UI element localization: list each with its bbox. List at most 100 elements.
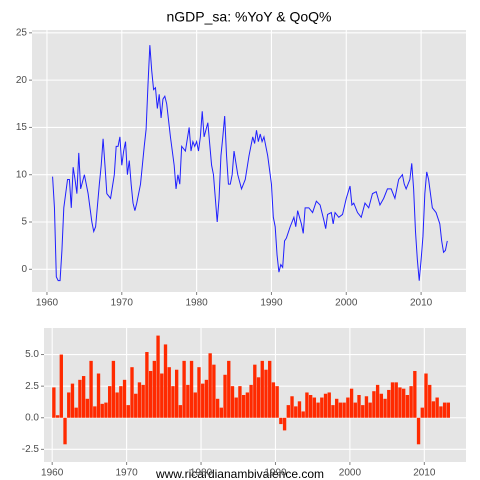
bar xyxy=(59,354,63,418)
bar xyxy=(316,402,320,418)
bar xyxy=(260,360,264,418)
bar xyxy=(405,395,410,418)
caption: www.ricardianambivalence.com xyxy=(155,467,324,480)
bar xyxy=(331,405,335,418)
bar xyxy=(141,384,145,418)
bar xyxy=(186,384,190,418)
bar xyxy=(379,393,384,418)
bar xyxy=(156,335,160,418)
bar xyxy=(312,397,317,418)
x-tick-label: 1970 xyxy=(115,468,138,479)
plot-background xyxy=(32,30,466,292)
bar xyxy=(301,411,305,418)
bar xyxy=(219,407,223,418)
bar xyxy=(115,392,119,418)
bar xyxy=(152,360,157,418)
bar xyxy=(215,398,220,418)
bar xyxy=(189,360,194,418)
bar xyxy=(439,406,443,418)
bar xyxy=(111,360,116,418)
bar xyxy=(145,352,149,418)
bar xyxy=(96,373,101,418)
bar xyxy=(201,383,205,418)
bar xyxy=(70,383,75,418)
bar xyxy=(401,388,406,418)
bar xyxy=(435,397,439,418)
bar xyxy=(148,370,153,418)
bar xyxy=(100,403,104,418)
bar xyxy=(245,392,250,418)
bar xyxy=(212,364,216,418)
bar xyxy=(74,407,78,418)
bar xyxy=(416,417,421,445)
bar xyxy=(230,386,235,418)
bar xyxy=(357,395,361,418)
bar xyxy=(182,360,186,418)
bar xyxy=(353,402,357,418)
y-tick-label: 20 xyxy=(16,75,28,86)
bar xyxy=(171,386,175,418)
y-tick-label: -2.5 xyxy=(22,444,40,455)
bar xyxy=(394,382,398,418)
bar xyxy=(431,401,436,418)
bar xyxy=(81,376,86,418)
bar xyxy=(361,405,365,418)
bar xyxy=(271,382,276,418)
bar xyxy=(234,397,238,418)
bar xyxy=(119,386,123,418)
bar xyxy=(279,417,283,425)
bar xyxy=(268,360,272,418)
bar xyxy=(163,344,168,418)
bar xyxy=(130,367,134,418)
bar xyxy=(167,367,171,418)
y-tick-label: 5.0 xyxy=(25,349,39,360)
line xyxy=(52,45,448,282)
bar xyxy=(137,382,142,418)
y-tick-label: 10 xyxy=(16,169,28,180)
bar xyxy=(372,391,376,418)
bar xyxy=(160,373,164,418)
y-tick-label: 0 xyxy=(21,264,27,275)
bar xyxy=(63,417,67,445)
bar xyxy=(413,370,417,418)
bar xyxy=(67,392,71,418)
bar xyxy=(342,402,346,418)
bar xyxy=(290,396,294,418)
bar xyxy=(428,384,432,418)
x-tick-label: 2010 xyxy=(410,298,433,309)
bar xyxy=(346,397,350,418)
bar xyxy=(320,397,324,418)
bar xyxy=(442,402,447,418)
bar xyxy=(375,384,380,418)
bar xyxy=(122,379,127,418)
bar xyxy=(93,406,97,418)
bar xyxy=(282,417,287,431)
bar xyxy=(349,388,354,418)
bar xyxy=(275,386,279,418)
x-tick-label: 2000 xyxy=(339,468,362,479)
bar xyxy=(108,386,112,418)
x-tick-label: 2010 xyxy=(413,468,436,479)
y-tick-label: 5 xyxy=(21,217,27,228)
x-tick-label: 1960 xyxy=(41,468,64,479)
bar xyxy=(398,387,402,418)
x-tick-label: 1980 xyxy=(185,298,208,309)
bar xyxy=(338,402,343,418)
bar xyxy=(335,398,339,418)
bar xyxy=(227,360,231,418)
bar xyxy=(197,367,201,418)
bar xyxy=(78,379,82,418)
bar xyxy=(55,415,60,418)
bar xyxy=(256,377,261,418)
chart-title: nGDP_sa: %YoY & QoQ% xyxy=(167,9,332,25)
y-tick-label: 0.0 xyxy=(25,412,39,423)
bar xyxy=(253,364,257,418)
bar xyxy=(208,353,212,418)
bar xyxy=(364,396,369,418)
bar xyxy=(420,407,424,418)
bar xyxy=(204,379,209,418)
bar xyxy=(446,402,450,418)
x-tick-label: 1990 xyxy=(260,298,283,309)
bar xyxy=(52,387,56,418)
